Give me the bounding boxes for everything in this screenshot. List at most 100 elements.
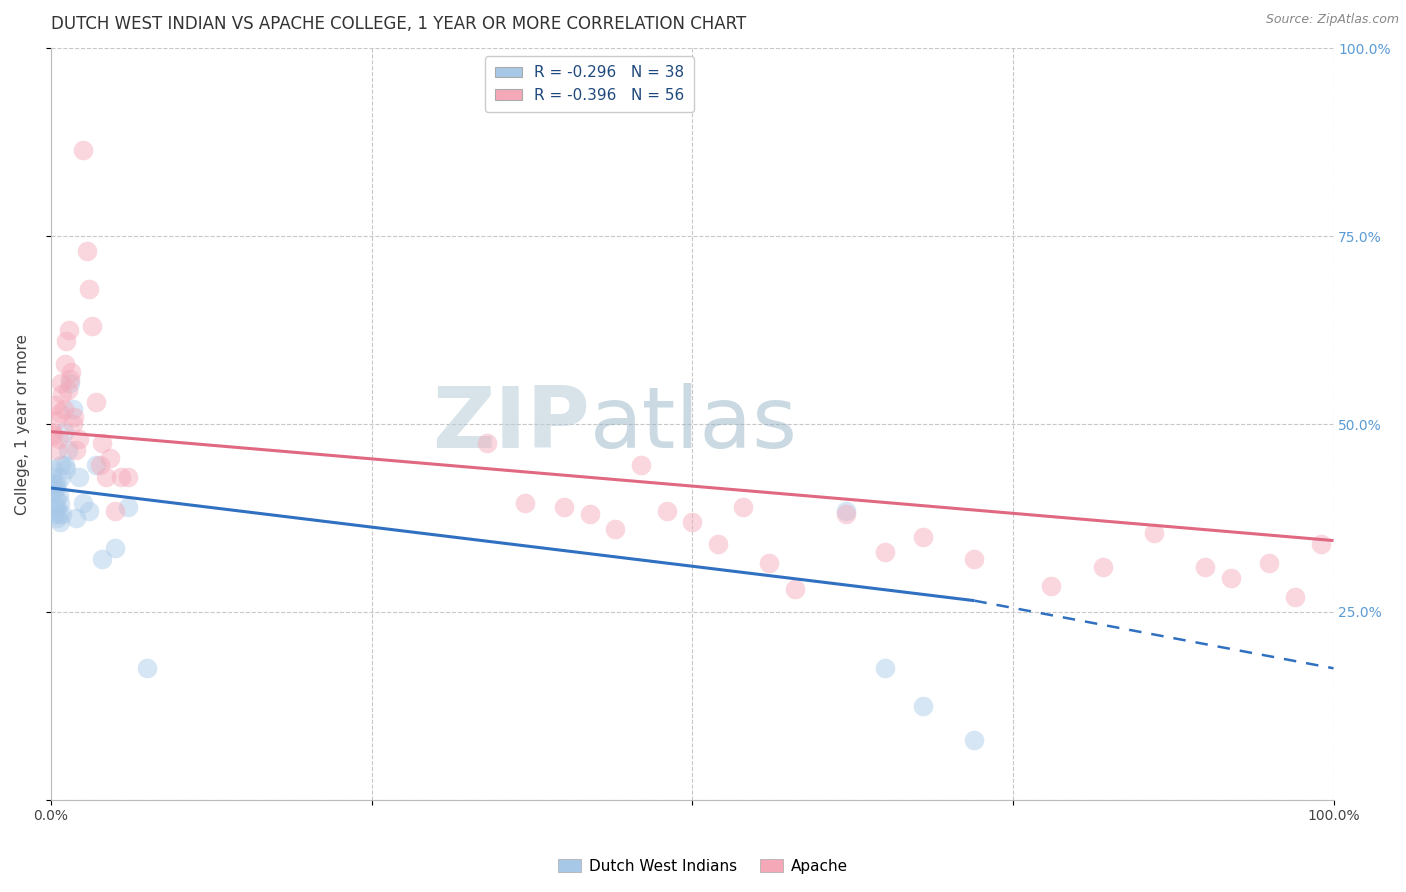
Point [963, 732, 986, 747]
Point [1143, 526, 1166, 541]
Point [136, 661, 159, 675]
Point [79, 282, 101, 296]
Point [655, 503, 678, 517]
Y-axis label: College, 1 year or more: College, 1 year or more [15, 334, 30, 515]
Point [91, 552, 114, 566]
Point [52, 402, 75, 417]
Point [48, 488, 70, 502]
Point [117, 469, 139, 483]
Point [51, 387, 73, 401]
Point [42, 484, 65, 499]
Point [98, 450, 121, 465]
Point [475, 436, 498, 450]
Point [59, 376, 82, 390]
Point [46, 500, 69, 514]
Point [67, 432, 90, 446]
Point [1309, 537, 1331, 551]
Point [733, 500, 755, 514]
Point [44, 508, 66, 522]
Point [630, 458, 652, 473]
Point [84, 394, 107, 409]
Point [44, 398, 66, 412]
Point [45, 481, 67, 495]
Point [60, 364, 83, 378]
Point [48, 508, 70, 522]
Point [76, 244, 98, 259]
Point [89, 458, 111, 473]
Point [72, 496, 94, 510]
Point [51, 508, 73, 522]
Point [41, 425, 63, 439]
Point [65, 443, 87, 458]
Point [49, 469, 72, 483]
Point [681, 515, 703, 529]
Point [62, 417, 84, 431]
Point [49, 376, 72, 390]
Point [912, 530, 935, 544]
Point [963, 552, 986, 566]
Point [42, 462, 65, 476]
Point [48, 432, 70, 446]
Point [835, 503, 858, 517]
Point [41, 469, 63, 483]
Point [55, 334, 77, 349]
Text: ZIP: ZIP [432, 383, 589, 466]
Point [110, 469, 132, 483]
Point [758, 556, 780, 570]
Point [46, 477, 69, 491]
Point [1091, 559, 1114, 574]
Point [53, 357, 76, 371]
Point [79, 503, 101, 517]
Point [104, 541, 127, 555]
Point [1194, 559, 1216, 574]
Point [63, 409, 86, 424]
Point [58, 323, 80, 337]
Point [117, 500, 139, 514]
Point [605, 522, 627, 536]
Legend: R = -0.296   N = 38, R = -0.396   N = 56: R = -0.296 N = 38, R = -0.396 N = 56 [485, 56, 693, 112]
Point [912, 698, 935, 713]
Point [80, 319, 103, 334]
Point [52, 425, 75, 439]
Point [44, 477, 66, 491]
Point [56, 384, 79, 398]
Point [1219, 571, 1241, 585]
Point [72, 143, 94, 157]
Point [53, 458, 76, 473]
Point [84, 458, 107, 473]
Point [873, 661, 896, 675]
Point [46, 511, 69, 525]
Point [46, 443, 69, 458]
Point [49, 406, 72, 420]
Point [835, 508, 858, 522]
Point [56, 443, 79, 458]
Point [873, 545, 896, 559]
Text: DUTCH WEST INDIAN VS APACHE COLLEGE, 1 YEAR OR MORE CORRELATION CHART: DUTCH WEST INDIAN VS APACHE COLLEGE, 1 Y… [51, 15, 747, 33]
Point [1258, 556, 1281, 570]
Point [1284, 590, 1306, 604]
Point [65, 511, 87, 525]
Point [42, 428, 65, 442]
Text: Source: ZipAtlas.com: Source: ZipAtlas.com [1265, 13, 1399, 27]
Point [707, 537, 730, 551]
Point [49, 496, 72, 510]
Point [59, 372, 82, 386]
Point [67, 469, 90, 483]
Point [1040, 579, 1063, 593]
Point [41, 477, 63, 491]
Point [94, 469, 117, 483]
Text: atlas: atlas [589, 383, 797, 466]
Point [578, 508, 600, 522]
Point [44, 500, 66, 514]
Point [515, 496, 537, 510]
Point [55, 462, 77, 476]
Point [62, 402, 84, 417]
Point [45, 492, 67, 507]
Point [49, 515, 72, 529]
Legend: Dutch West Indians, Apache: Dutch West Indians, Apache [553, 853, 853, 880]
Point [553, 500, 575, 514]
Point [91, 436, 114, 450]
Point [45, 413, 67, 427]
Point [783, 582, 806, 597]
Point [104, 503, 127, 517]
